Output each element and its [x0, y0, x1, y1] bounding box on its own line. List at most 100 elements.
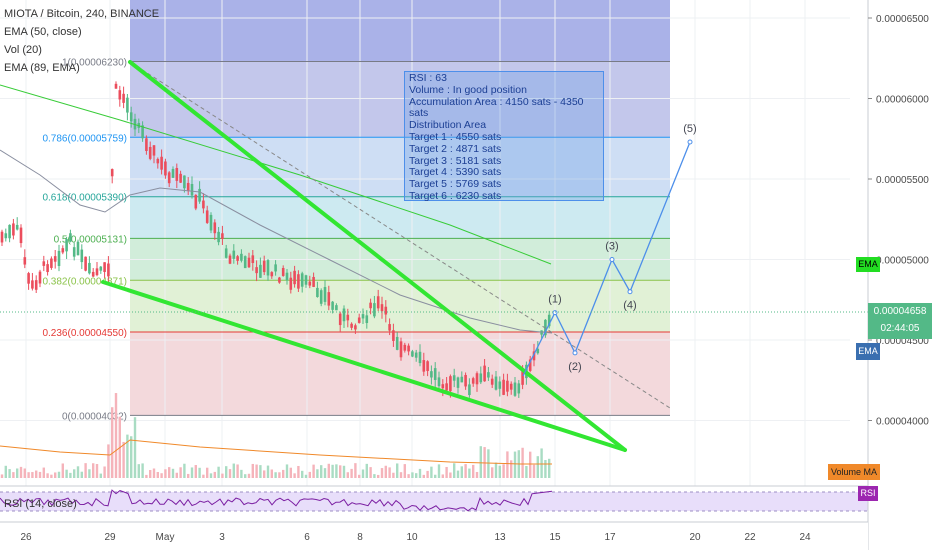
candle-124 — [471, 376, 475, 387]
volume-bar-50 — [190, 467, 194, 478]
wave-label-5: (5) — [683, 123, 696, 135]
candle-50 — [190, 176, 194, 199]
candle-41 — [156, 157, 160, 169]
volume-bar-12 — [46, 473, 49, 478]
volume-bar-133 — [506, 451, 509, 478]
candle-body — [160, 156, 163, 170]
candle-40 — [152, 145, 156, 164]
fib-label-0.786: 0.786(0.00005759) — [42, 133, 127, 144]
candle-body — [72, 247, 76, 257]
candle-body — [57, 250, 61, 267]
time-label-0: 26 — [20, 532, 32, 543]
volume-bar-122 — [464, 464, 467, 478]
candle-39 — [148, 141, 152, 161]
candle-body — [357, 317, 361, 323]
indicator-ema50[interactable]: EMA (50, close) — [4, 26, 82, 38]
candle-body — [243, 256, 247, 269]
time-label-12: 24 — [799, 532, 811, 543]
volume-bar-89 — [339, 465, 342, 478]
candle-body — [323, 287, 327, 302]
volume-bar-19 — [73, 469, 76, 478]
candle-133 — [506, 373, 509, 397]
candle-134 — [509, 381, 513, 395]
candle-17 — [65, 236, 68, 259]
candle-32 — [122, 86, 125, 109]
candle-body — [209, 214, 213, 231]
candle-64 — [243, 255, 247, 269]
volume-bar-87 — [331, 464, 334, 478]
rsi-label[interactable]: RSI (14, close) — [4, 498, 77, 510]
candle-body — [126, 97, 129, 113]
candle-body — [528, 359, 532, 371]
volume-bar-41 — [156, 472, 159, 478]
volume-bar-28 — [107, 444, 110, 478]
wedge-lower-line — [101, 280, 627, 452]
volume-bar-141 — [536, 456, 539, 478]
symbol-title[interactable]: MIOTA / Bitcoin, 240, BINANCE — [4, 8, 160, 20]
volume-bar-131 — [498, 465, 501, 478]
candle-body — [103, 262, 106, 272]
fib-label-0.5: 0.5(0.00005131) — [54, 234, 127, 245]
volume-bar-4 — [16, 468, 19, 478]
candle-85 — [323, 280, 327, 306]
indicator-ema89[interactable]: EMA (89, EMA) — [4, 62, 80, 74]
candle-135 — [513, 377, 517, 397]
candle-87 — [331, 300, 334, 314]
time-label-3: 3 — [219, 532, 225, 543]
volume-bar-144 — [548, 458, 551, 478]
candle-112 — [426, 360, 429, 377]
volume-bar-139 — [529, 451, 532, 478]
candle-body — [468, 384, 471, 396]
volume-bar-18 — [69, 472, 72, 478]
volume-bar-0 — [0, 474, 4, 478]
volume-bar-44 — [168, 467, 171, 478]
candle-122 — [464, 372, 467, 390]
candle-body — [479, 373, 483, 383]
fib-band-top — [130, 0, 670, 62]
candle-12 — [46, 260, 49, 276]
candle-body — [403, 344, 407, 351]
candle-8 — [31, 272, 34, 291]
candle-body — [4, 233, 8, 239]
fib-label-1: 1(0.00006230) — [62, 57, 127, 68]
volume-bar-68 — [259, 465, 262, 478]
candle-body — [460, 376, 464, 383]
candle-body — [247, 257, 251, 268]
candle-body — [354, 325, 357, 330]
volume-bar-109 — [415, 473, 418, 478]
candle-80 — [304, 274, 308, 288]
fib-label-0: 0(0.00004032) — [62, 411, 127, 422]
candle-body — [76, 241, 80, 256]
candle-body — [331, 301, 334, 310]
candle-14 — [53, 249, 57, 269]
volume-bar-95 — [361, 469, 365, 478]
candle-119 — [452, 368, 456, 388]
volume-bar-72 — [274, 472, 277, 478]
candle-109 — [414, 349, 418, 362]
trade-plan-box: RSI : 63 Volume : In good position Accum… — [404, 71, 604, 202]
candle-body — [19, 227, 23, 244]
volume-bar-111 — [422, 474, 425, 478]
candle-body — [373, 303, 376, 317]
candle-body — [99, 266, 103, 271]
indicator-volume[interactable]: Vol (20) — [4, 44, 42, 56]
plan-target-1: Target 1 : 4550 sats — [409, 130, 502, 143]
candle-0 — [0, 229, 4, 246]
volume-bar-47 — [179, 467, 182, 478]
volume-bar-60 — [228, 469, 232, 478]
candle-body — [274, 264, 277, 272]
ema-badge-top: EMA — [856, 257, 880, 272]
candle-body — [490, 378, 494, 385]
candle-136 — [517, 380, 521, 398]
candle-body — [141, 125, 144, 139]
volume-bar-140 — [532, 464, 536, 478]
volume-bar-79 — [301, 470, 304, 478]
volume-bar-10 — [38, 471, 42, 478]
volume-bar-57 — [217, 466, 220, 478]
candle-body — [456, 377, 460, 388]
volume-bar-13 — [50, 474, 53, 478]
candle-108 — [411, 349, 414, 358]
chart-header: MIOTA / Bitcoin, 240, BINANCE EMA (50, c… — [4, 5, 159, 77]
